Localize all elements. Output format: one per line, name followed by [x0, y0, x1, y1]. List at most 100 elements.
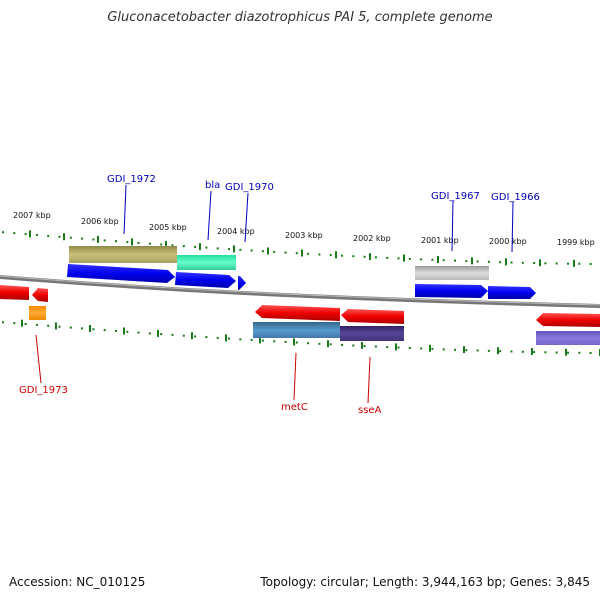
scale-dot — [578, 262, 581, 265]
scale-dot — [250, 338, 253, 341]
gene-feature-lavender[interactable] — [536, 331, 600, 345]
gene-feature-steel[interactable] — [253, 322, 340, 338]
gene-arrow-reverse[interactable] — [0, 285, 29, 300]
top-scale — [2, 230, 592, 267]
scale-label: 2005 kbp — [149, 223, 187, 232]
scale-dot — [374, 345, 377, 348]
scale-dot — [521, 261, 524, 264]
scale-dot — [499, 261, 502, 264]
scale-dot — [126, 241, 129, 244]
scale-dot — [2, 231, 4, 234]
scale-tick — [301, 249, 303, 257]
scale-label: 2002 kbp — [353, 234, 391, 243]
scale-dot — [363, 345, 366, 347]
scale-dot — [341, 343, 343, 346]
gene-label[interactable]: GDI_1970 — [225, 182, 274, 193]
scale-dot — [69, 236, 72, 239]
scale-label: 2001 kbp — [421, 236, 459, 245]
scale-dot — [307, 342, 310, 345]
scale-label: 2006 kbp — [81, 217, 119, 226]
scale-dot — [194, 335, 197, 338]
scale-dot — [363, 255, 366, 258]
scale-tick — [573, 259, 575, 267]
scale-dot — [35, 234, 38, 236]
scale-label: 2000 kbp — [489, 237, 527, 246]
scale-dot — [47, 324, 50, 327]
scale-tick — [335, 251, 337, 259]
scale-tick — [165, 240, 167, 248]
gene-label[interactable]: GDI_1973 — [19, 385, 68, 396]
scale-dot — [420, 258, 423, 261]
scale-dot — [58, 235, 61, 238]
gene-arrow-reverse[interactable] — [536, 313, 600, 327]
scale-dot — [284, 251, 287, 254]
scale-dot — [239, 338, 242, 341]
scale-tick — [63, 233, 65, 241]
gene-feature-purple[interactable] — [340, 326, 404, 341]
scale-dot — [35, 323, 38, 326]
map-title: Gluconacetobacter diazotrophicus PAI 5, … — [107, 10, 493, 25]
scale-dot — [13, 232, 16, 235]
scale-dot — [431, 347, 434, 350]
scale-dot — [205, 246, 208, 249]
gene-arrow-reverse[interactable] — [32, 288, 48, 302]
gene-arrow-forward[interactable] — [415, 284, 488, 298]
scale-dot — [69, 326, 72, 329]
scale-dot — [521, 350, 524, 353]
scale-tick — [369, 253, 371, 261]
gene-arrow-forward[interactable] — [67, 264, 175, 283]
gene-feature-teal[interactable] — [177, 255, 236, 270]
gene-arrow-reverse[interactable] — [341, 309, 404, 324]
gene-label[interactable]: GDI_1972 — [107, 174, 156, 185]
scale-dot — [137, 331, 140, 334]
scale-dot — [160, 333, 163, 336]
gene-label[interactable]: sseA — [358, 405, 382, 416]
scale-dot — [261, 250, 264, 253]
scale-tick — [539, 259, 541, 267]
gene-feature-orange[interactable] — [29, 306, 46, 320]
gene-label[interactable]: metC — [281, 402, 308, 413]
leader-line — [293, 352, 297, 401]
scale-tick — [199, 243, 201, 251]
scale-tick — [89, 325, 91, 332]
scale-dot — [273, 340, 276, 343]
gene-label[interactable]: GDI_1967 — [431, 191, 480, 202]
scale-dot — [24, 323, 27, 325]
scale-dot — [228, 337, 230, 340]
gene-label[interactable]: bla — [205, 180, 220, 191]
scale-tick — [191, 332, 193, 340]
scale-dot — [295, 341, 298, 344]
scale-dot — [126, 330, 129, 333]
scale-tick — [395, 343, 397, 351]
scale-tick — [21, 319, 23, 327]
scale-dot — [454, 259, 456, 262]
gene-arrow-forward[interactable] — [488, 286, 536, 299]
scale-dot — [148, 332, 151, 335]
scale-dot — [465, 260, 468, 263]
scale-dot — [442, 348, 445, 351]
scale-dot — [533, 351, 536, 354]
scale-dot — [318, 342, 321, 345]
gene-feature-olive[interactable] — [69, 246, 177, 263]
scale-dot — [115, 240, 117, 243]
scale-tick — [55, 322, 57, 330]
scale-dot — [555, 351, 558, 354]
gene-arrow-reverse[interactable] — [255, 305, 340, 321]
scale-dot — [261, 339, 264, 342]
scale-dot — [307, 252, 310, 255]
scale-dot — [295, 252, 298, 255]
gene-feature-gray[interactable] — [415, 266, 489, 280]
scale-tick — [131, 238, 133, 246]
gene-arrow-forward[interactable] — [175, 272, 236, 288]
gene-arrow-forward[interactable] — [238, 276, 246, 290]
scale-tick — [361, 341, 363, 349]
leader-line — [367, 356, 371, 404]
scale-dot — [374, 256, 377, 259]
scale-dot — [352, 255, 355, 258]
scale-dot — [431, 258, 434, 261]
genome-summary-text: Topology: circular; Length: 3,944,163 bp… — [260, 575, 590, 589]
scale-tick — [233, 245, 235, 253]
scale-dot — [454, 348, 456, 351]
gene-label[interactable]: GDI_1966 — [491, 192, 540, 203]
scale-dot — [92, 328, 95, 331]
